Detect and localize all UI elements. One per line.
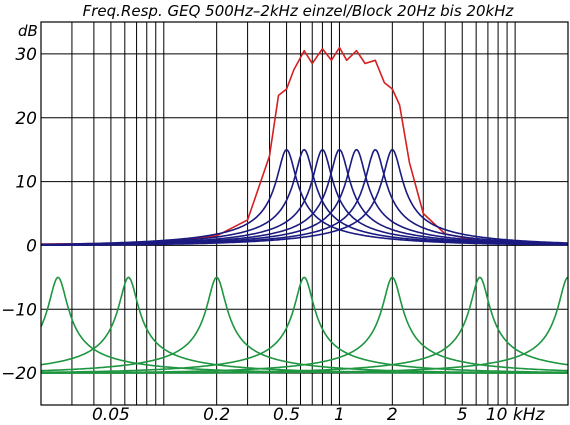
y-tick-label: 20 <box>15 109 37 129</box>
band-response-curve <box>41 276 569 374</box>
x-tick-label: 0.2 <box>203 405 230 425</box>
band-response-curve <box>41 148 568 246</box>
band-response-curve <box>41 148 568 246</box>
band-response-curve <box>41 148 568 246</box>
band-response-curve <box>40 276 568 374</box>
band-response-curve <box>40 276 568 374</box>
x-tick-label: 1 <box>334 405 345 425</box>
grid <box>41 22 568 405</box>
band-response-curve <box>41 276 569 374</box>
y-axis-unit-label: dB <box>18 22 38 40</box>
sum-response-curve <box>40 46 569 245</box>
band-response-curve <box>41 276 568 374</box>
x-tick-labels: 0.05 0.2 0.5 1 2 5 10 kHz <box>92 405 546 425</box>
band-response-curve <box>40 276 568 374</box>
band-response-curve <box>41 276 569 374</box>
x-tick-label: 10 kHz <box>486 405 546 425</box>
y-tick-label: −20 <box>1 364 37 384</box>
y-tick-label: 30 <box>15 45 37 65</box>
x-tick-label: 5 <box>457 405 468 425</box>
band-response-curve <box>40 148 568 246</box>
y-tick-label: −10 <box>1 300 37 320</box>
y-tick-labels: 30 20 10 0 −10 −20 <box>1 45 37 384</box>
y-tick-label: 10 <box>15 173 37 193</box>
band-response-curve <box>41 148 568 246</box>
curves <box>40 46 569 374</box>
band-response-curve <box>41 148 569 246</box>
x-tick-label: 0.5 <box>273 405 300 425</box>
y-tick-label: 0 <box>26 236 37 256</box>
x-tick-label: 0.05 <box>92 405 130 425</box>
plot-frame <box>40 21 569 406</box>
band-response-curve <box>40 148 568 246</box>
chart-title: Freq.Resp. GEQ 500Hz–2kHz einzel/Block 2… <box>83 2 515 20</box>
x-tick-label: 2 <box>387 405 398 425</box>
